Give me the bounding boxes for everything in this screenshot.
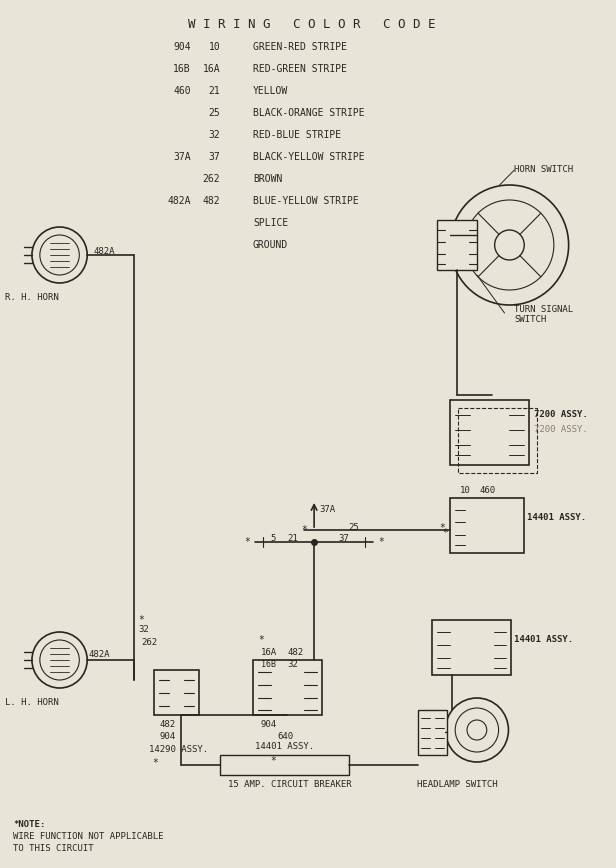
Text: HEADLAMP SWITCH: HEADLAMP SWITCH [417, 780, 498, 789]
Text: R. H. HORN: R. H. HORN [5, 293, 59, 302]
FancyBboxPatch shape [450, 400, 529, 465]
Text: *: * [439, 523, 445, 533]
Text: 482: 482 [159, 720, 176, 729]
Text: RED-GREEN STRIPE: RED-GREEN STRIPE [253, 64, 347, 74]
Text: *: * [301, 525, 307, 535]
Text: YELLOW: YELLOW [253, 86, 288, 96]
Text: 262: 262 [142, 638, 158, 647]
Text: 482A: 482A [88, 650, 110, 659]
FancyBboxPatch shape [253, 660, 322, 715]
Text: 15 AMP. CIRCUIT BREAKER: 15 AMP. CIRCUIT BREAKER [228, 780, 351, 789]
Text: L. H. HORN: L. H. HORN [5, 698, 59, 707]
Text: 7200 ASSY.: 7200 ASSY. [534, 410, 588, 419]
Text: 10: 10 [209, 42, 221, 52]
Text: HORN SWITCH: HORN SWITCH [514, 165, 573, 174]
Text: 5: 5 [270, 534, 275, 543]
Text: W I R I N G   C O L O R   C O D E: W I R I N G C O L O R C O D E [188, 18, 436, 31]
Text: 10: 10 [460, 486, 471, 495]
Text: WIRE FUNCTION NOT APPLICABLE: WIRE FUNCTION NOT APPLICABLE [13, 832, 164, 841]
Text: 16B: 16B [173, 64, 191, 74]
Text: 7200 ASSY.: 7200 ASSY. [534, 425, 588, 434]
Text: 482: 482 [203, 196, 221, 206]
Text: 460: 460 [173, 86, 191, 96]
Text: 640: 640 [278, 732, 294, 741]
FancyBboxPatch shape [437, 220, 477, 270]
Text: 37: 37 [338, 534, 349, 543]
Text: SPLICE: SPLICE [253, 218, 288, 228]
Text: 460: 460 [480, 486, 496, 495]
Text: 14401 ASSY.: 14401 ASSY. [527, 513, 586, 522]
Text: 21: 21 [287, 534, 298, 543]
FancyBboxPatch shape [221, 755, 349, 775]
Text: *: * [270, 756, 277, 766]
Text: RED-BLUE STRIPE: RED-BLUE STRIPE [253, 130, 341, 140]
FancyBboxPatch shape [432, 620, 511, 675]
Text: 14401 ASSY.: 14401 ASSY. [255, 742, 314, 751]
Text: 21: 21 [209, 86, 221, 96]
Text: 904: 904 [261, 720, 277, 729]
Text: TO THIS CIRCUIT: TO THIS CIRCUIT [13, 844, 94, 853]
Text: *: * [378, 537, 384, 547]
Text: GROUND: GROUND [253, 240, 288, 250]
Text: 904: 904 [159, 732, 176, 741]
Text: BLACK-ORANGE STRIPE: BLACK-ORANGE STRIPE [253, 108, 365, 118]
FancyBboxPatch shape [450, 498, 524, 553]
Text: GREEN-RED STRIPE: GREEN-RED STRIPE [253, 42, 347, 52]
Text: *: * [244, 537, 250, 547]
Text: 37A: 37A [173, 152, 191, 162]
Text: 14401 ASSY.: 14401 ASSY. [514, 635, 573, 644]
Text: 16A: 16A [261, 648, 277, 657]
Text: BROWN: BROWN [253, 174, 282, 184]
Text: 262: 262 [203, 174, 221, 184]
Text: BLUE-YELLOW STRIPE: BLUE-YELLOW STRIPE [253, 196, 359, 206]
Text: *: * [442, 528, 448, 538]
Text: 37A: 37A [319, 505, 335, 514]
Text: 32: 32 [288, 660, 298, 669]
Text: *: * [152, 758, 158, 768]
FancyBboxPatch shape [154, 670, 199, 715]
Text: BLACK-YELLOW STRIPE: BLACK-YELLOW STRIPE [253, 152, 365, 162]
Text: *NOTE:: *NOTE: [13, 820, 46, 829]
Text: *: * [139, 615, 144, 625]
Text: 32: 32 [139, 625, 149, 634]
Text: 904: 904 [173, 42, 191, 52]
Text: *: * [258, 635, 264, 645]
Text: 482A: 482A [93, 247, 115, 256]
Text: 32: 32 [209, 130, 221, 140]
Text: 25: 25 [209, 108, 221, 118]
Text: 14290 ASSY.: 14290 ASSY. [149, 745, 208, 754]
Text: 482: 482 [288, 648, 304, 657]
Text: 16A: 16A [203, 64, 221, 74]
Text: 482A: 482A [168, 196, 191, 206]
Text: TURN SIGNAL
SWITCH: TURN SIGNAL SWITCH [514, 305, 573, 325]
Text: 25: 25 [348, 523, 359, 532]
Text: 37: 37 [209, 152, 221, 162]
Text: 16B: 16B [261, 660, 276, 669]
FancyBboxPatch shape [418, 710, 447, 755]
